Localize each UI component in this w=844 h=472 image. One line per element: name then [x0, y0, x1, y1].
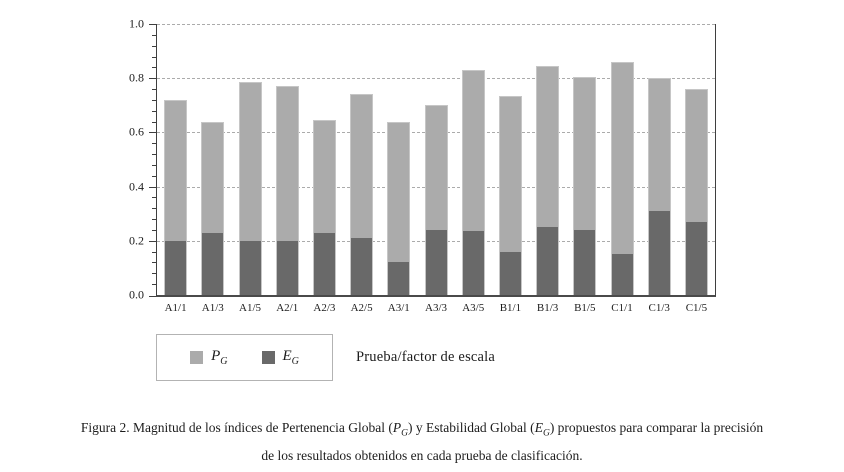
y-axis-minor-tick	[152, 89, 156, 91]
x-axis-title: Prueba/factor de escala	[356, 349, 496, 365]
bar-pg-A3/1	[387, 122, 411, 295]
x-tick-label: A2/1	[276, 302, 299, 314]
y-axis-major-tick	[149, 132, 156, 134]
y-axis-minor-tick	[152, 110, 156, 112]
y-axis-minor-tick	[152, 121, 156, 123]
bar-eg-A1/5	[239, 241, 261, 295]
figure-caption: Figura 2. Magnitud de los índices de Per…	[0, 417, 844, 467]
y-axis-major-tick	[149, 240, 156, 242]
bar-eg-B1/1	[499, 252, 521, 295]
y-axis-minor-tick	[152, 154, 156, 156]
bar-eg-A3/1	[388, 262, 410, 295]
y-tick-label: 0.6	[129, 124, 144, 139]
x-tick-label: A1/5	[239, 302, 261, 314]
gridline-0.8	[157, 78, 715, 80]
bar-eg-A3/3	[425, 230, 447, 295]
y-axis-minor-tick	[152, 251, 156, 253]
caption-line-2: de los resultados obtenidos en cada prue…	[261, 447, 583, 463]
y-axis-minor-tick	[152, 175, 156, 177]
legend-label-pg: PG	[211, 348, 228, 367]
bar-eg-B1/3	[537, 227, 559, 295]
plot-area: 0.0 0.2 0.4 0.6 0.8 1.0 A1/1 A1/3 A1/5 A2/1 A2/3 A2…	[129, 17, 716, 314]
legend-swatch-pg	[190, 351, 204, 364]
bar-eg-A2/3	[313, 233, 335, 295]
bar-pg-B1/1	[498, 96, 522, 295]
y-axis-major-tick	[149, 78, 156, 80]
x-tick-label: A3/3	[425, 302, 447, 314]
y-axis-major-tick	[149, 296, 156, 297]
y-axis-major-tick	[149, 24, 156, 25]
legend-label-eg: EG	[282, 348, 299, 367]
legend-swatch-eg	[261, 351, 275, 364]
x-tick-label: A3/1	[387, 302, 410, 314]
y-tick-label: 1.0	[129, 16, 144, 31]
x-tick-label: B1/3	[536, 302, 559, 314]
legend: PG EG	[156, 334, 333, 381]
bar-eg-B1/5	[574, 230, 596, 295]
y-axis-minor-tick	[152, 229, 156, 231]
y-tick-label: 0.4	[129, 179, 144, 194]
bar-eg-A2/1	[276, 241, 298, 295]
y-axis-minor-tick	[152, 284, 156, 286]
y-axis-minor-tick	[152, 143, 156, 145]
legend-entry-pg: PG	[190, 348, 228, 367]
y-axis-minor-tick	[152, 197, 156, 199]
x-tick-label: C1/3	[648, 302, 670, 314]
bar-pg-C1/1	[610, 62, 634, 295]
gridline-1.0	[157, 24, 715, 25]
y-tick-label: 0.8	[129, 70, 144, 85]
y-axis-major-tick	[149, 186, 156, 188]
x-tick-label: A2/3	[313, 302, 336, 314]
y-axis-minor-tick	[152, 273, 156, 275]
x-tick-label: B1/5	[574, 302, 596, 314]
y-axis-minor-tick	[152, 99, 156, 101]
y-tick-label: 0.0	[129, 287, 144, 302]
bar-eg-A2/5	[351, 238, 373, 295]
y-axis-minor-tick	[152, 67, 156, 69]
y-axis-minor-tick	[152, 208, 156, 210]
x-tick-label: A1/3	[201, 302, 224, 314]
y-axis-minor-tick	[152, 219, 156, 221]
x-tick-label: C1/1	[611, 302, 633, 314]
bar-eg-C1/3	[648, 211, 670, 295]
caption-line-1: Figura 2. Magnitud de los índices de Per…	[80, 420, 764, 439]
bar-eg-C1/5	[685, 222, 707, 295]
x-tick-label: A3/5	[462, 302, 485, 314]
legend-entry-eg: EG	[261, 348, 299, 367]
bar-eg-C1/1	[611, 254, 633, 295]
y-axis-minor-tick	[152, 45, 156, 47]
y-tick-label: 0.2	[129, 233, 144, 248]
y-axis-minor-tick	[152, 164, 156, 166]
y-axis-minor-tick	[152, 56, 156, 58]
x-tick-label: A1/1	[164, 302, 187, 314]
bar-eg-A1/1	[165, 241, 187, 295]
x-tick-label: A2/5	[350, 302, 373, 314]
x-tick-label: B1/1	[499, 302, 522, 314]
bar-eg-A3/5	[462, 231, 484, 295]
x-tick-label: C1/5	[685, 302, 708, 314]
y-axis-minor-tick	[152, 262, 156, 264]
y-axis-minor-tick	[152, 34, 156, 36]
bar-eg-A1/3	[202, 233, 224, 295]
